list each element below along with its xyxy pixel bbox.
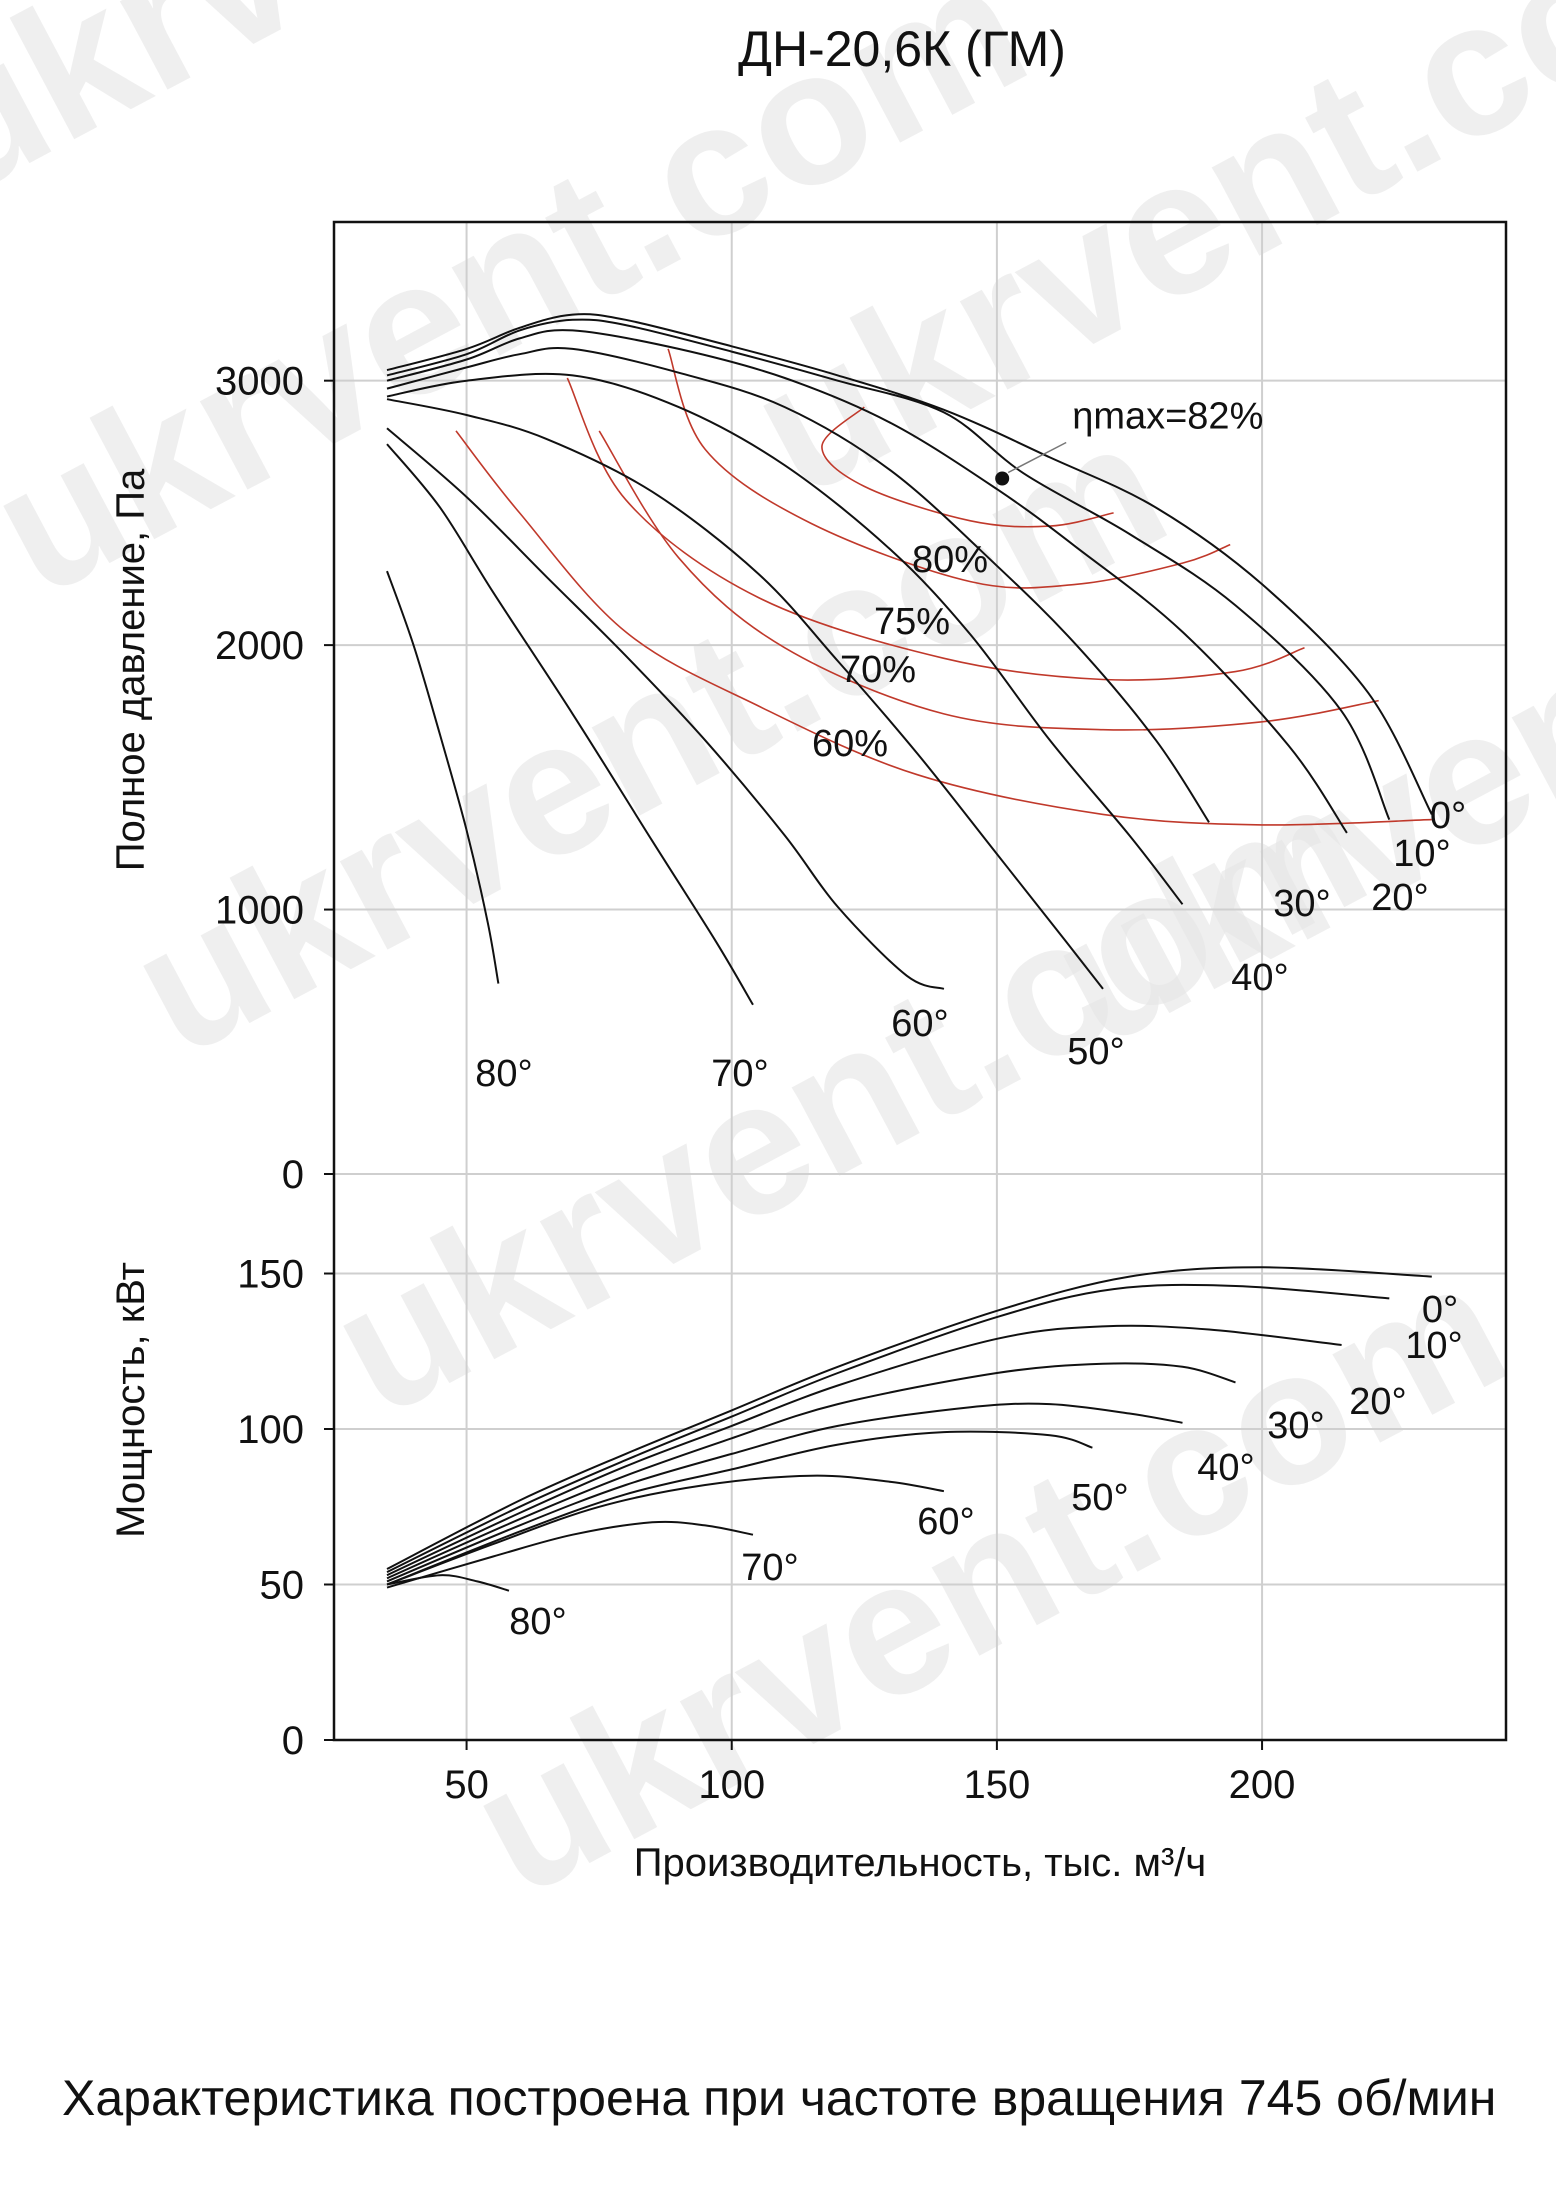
power-curve-label: 40° xyxy=(1197,1447,1254,1489)
power-tick-label: 0 xyxy=(282,1719,304,1763)
pressure-curve-label: 40° xyxy=(1231,957,1288,999)
pressure-curve xyxy=(386,443,754,1006)
pressure-curve-label: 50° xyxy=(1067,1031,1124,1073)
efficiency-label: 70% xyxy=(840,649,916,691)
power-curves xyxy=(386,1266,1432,1592)
pressure-curve xyxy=(386,346,1210,823)
max-efficiency-leader xyxy=(1007,441,1067,474)
pressure-curve-label: 20° xyxy=(1371,877,1428,919)
chart-title: ДН-20,6К (ГМ) xyxy=(738,21,1066,77)
pressure-axis-label: Полное давление, Па xyxy=(109,468,153,871)
efficiency-contour-82 xyxy=(821,406,1114,528)
pressure-curves xyxy=(386,313,1433,1006)
power-curve xyxy=(386,1474,945,1586)
power-curve-label: 30° xyxy=(1267,1405,1324,1447)
power-curve xyxy=(386,1324,1342,1577)
pressure-curve-label: 10° xyxy=(1393,833,1450,875)
power-curve-label: 20° xyxy=(1349,1381,1406,1423)
power-tick-label: 150 xyxy=(237,1253,304,1297)
power-curve-label: 60° xyxy=(917,1501,974,1543)
x-axis-label: Производительность, тыс. м³/ч xyxy=(634,1841,1207,1885)
x-tick-label: 200 xyxy=(1229,1763,1296,1807)
pressure-curve xyxy=(386,372,1184,905)
power-curve xyxy=(386,1266,1432,1570)
power-curve-label: 80° xyxy=(509,1601,566,1643)
power-curve xyxy=(386,1283,1390,1573)
efficiency-label: 75% xyxy=(874,601,950,643)
max-efficiency-point xyxy=(995,471,1010,486)
power-curve-label: 70° xyxy=(741,1547,798,1589)
footnote: Характеристика построена при частоте вра… xyxy=(62,2070,1497,2126)
efficiency-label: 60% xyxy=(812,723,888,765)
power-tick-label: 50 xyxy=(260,1564,305,1608)
efficiency-contour-60 xyxy=(455,430,1432,826)
efficiency-label: 80% xyxy=(912,539,988,581)
power-tick-label: 100 xyxy=(237,1408,304,1452)
pressure-curve xyxy=(386,427,945,990)
pressure-curve-label: 60° xyxy=(891,1003,948,1045)
pressure-tick-label: 1000 xyxy=(215,889,304,933)
power-curve-label: 10° xyxy=(1405,1325,1462,1367)
pressure-tick-label: 0 xyxy=(282,1153,304,1197)
pressure-curve xyxy=(386,398,1104,990)
power-curve-label: 0° xyxy=(1422,1289,1458,1331)
pressure-curve-label: 30° xyxy=(1273,883,1330,925)
curve-labels: 60%70%75%80%0°10°20°30°40°50°60°70°80°0°… xyxy=(475,396,1466,1643)
x-tick-label: 150 xyxy=(964,1763,1031,1807)
pressure-curve-label: 0° xyxy=(1430,795,1466,837)
power-axis-label: Мощность, кВт xyxy=(109,1262,153,1538)
pressure-tick-label: 3000 xyxy=(215,360,304,404)
power-curve-label: 50° xyxy=(1071,1477,1128,1519)
pressure-curve-label: 70° xyxy=(711,1053,768,1095)
efficiency-contour-75 xyxy=(566,377,1305,681)
power-curve xyxy=(386,1574,510,1592)
power-curve xyxy=(386,1362,1236,1580)
pressure-curve xyxy=(386,329,1348,834)
power-curve xyxy=(386,1430,1093,1586)
power-curve xyxy=(386,1520,754,1589)
pressure-curve-label: 80° xyxy=(475,1053,532,1095)
pressure-curve xyxy=(386,318,1391,821)
pressure-curve xyxy=(386,313,1433,815)
efficiency-contour-80 xyxy=(667,348,1231,589)
x-tick-label: 50 xyxy=(444,1763,489,1807)
pressure-tick-label: 2000 xyxy=(215,624,304,668)
plot-frame xyxy=(332,220,1508,1742)
max-efficiency-label: ηmax=82% xyxy=(1072,396,1263,438)
efficiency-contours xyxy=(455,348,1432,826)
efficiency-contour-70 xyxy=(598,430,1379,731)
x-tick-label: 100 xyxy=(698,1763,765,1807)
pressure-curve xyxy=(386,570,500,984)
watermarks: ukrvent.comukrvent.comukrvent.comukrvent… xyxy=(0,0,1556,1936)
power-curve xyxy=(386,1402,1183,1583)
